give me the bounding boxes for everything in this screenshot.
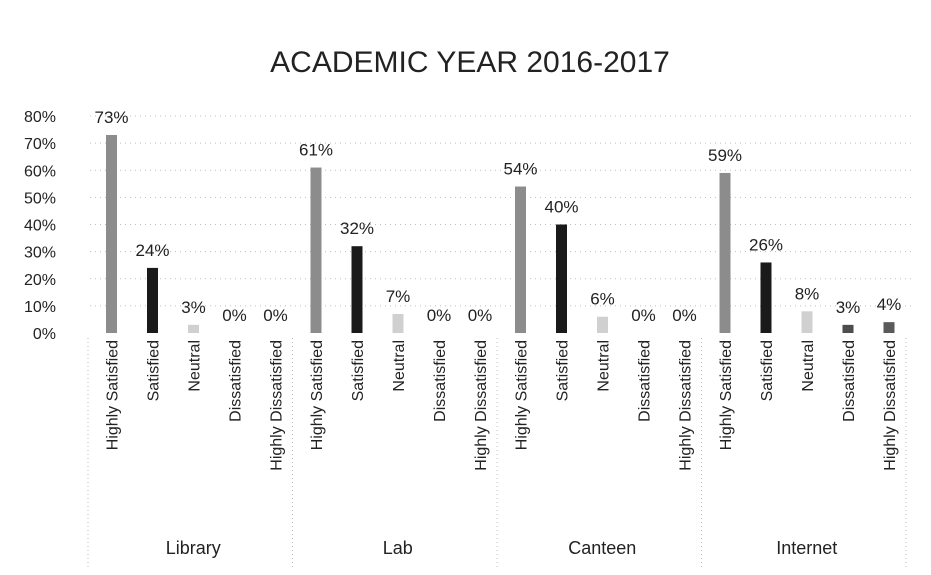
category-label: Highly Dissatisfied	[473, 340, 490, 471]
data-label: 0%	[672, 306, 697, 325]
category-label: Satisfied	[146, 340, 163, 401]
category-label: Highly Satisfied	[718, 340, 735, 450]
group-label-library: Library	[166, 538, 221, 558]
data-label: 73%	[94, 108, 128, 127]
bar-internet-satisfied	[760, 262, 772, 333]
bar-library-neutral	[188, 324, 199, 333]
bar-library-satisfied	[147, 267, 158, 333]
category-label: Highly Satisfied	[514, 340, 531, 450]
category-label: Highly Dissatisfied	[882, 340, 899, 471]
y-tick-label: 20%	[24, 272, 56, 289]
category-label: Highly Dissatisfied	[269, 340, 286, 471]
gridlines	[87, 115, 915, 568]
y-tick-label: 40%	[24, 218, 56, 235]
category-label: Neutral	[596, 340, 613, 392]
category-label: Neutral	[391, 340, 408, 392]
bar-lab-neutral	[392, 314, 404, 333]
data-label: 24%	[135, 241, 169, 260]
data-label: 54%	[503, 160, 537, 179]
bar-lab-satisfied	[351, 246, 363, 333]
data-label: 0%	[468, 306, 493, 325]
group-label-internet: Internet	[776, 538, 837, 558]
bar-canteen-highly-satisfied	[515, 186, 526, 333]
data-label: 26%	[749, 235, 783, 254]
data-label: 3%	[836, 298, 861, 317]
category-label: Neutral	[187, 340, 204, 392]
category-label: Dissatisfied	[841, 340, 858, 422]
y-axis: 0% 10% 20% 30% 40% 50% 60% 70% 80%	[24, 109, 56, 343]
y-tick-label: 60%	[24, 163, 56, 180]
y-tick-label: 30%	[24, 245, 56, 262]
category-label: Highly Dissatisfied	[678, 340, 695, 471]
data-label: 8%	[795, 284, 820, 303]
bar-library-highly-satisfied	[106, 134, 117, 333]
category-label: Dissatisfied	[228, 340, 245, 422]
bar-canteen-neutral	[597, 316, 608, 333]
bar-internet-neutral	[801, 311, 813, 333]
bar-lab-highly-satisfied	[310, 167, 322, 333]
y-tick-label: 50%	[24, 190, 56, 207]
data-label: 40%	[544, 198, 578, 217]
y-tick-label: 0%	[33, 326, 56, 343]
x-axis-groups: Library Lab Canteen Internet	[166, 538, 838, 558]
category-label: Satisfied	[350, 340, 367, 401]
category-label: Neutral	[800, 340, 817, 392]
bar-internet-highly-satisfied	[719, 172, 731, 333]
group-label-canteen: Canteen	[568, 538, 636, 558]
chart-title: ACADEMIC YEAR 2016-2017	[270, 46, 670, 79]
data-label: 0%	[427, 306, 452, 325]
data-label: 0%	[631, 306, 656, 325]
bar-internet-dissatisfied	[842, 324, 854, 333]
y-tick-label: 10%	[24, 299, 56, 316]
category-label: Highly Satisfied	[105, 340, 122, 450]
data-label: 0%	[263, 306, 288, 325]
data-label: 4%	[877, 295, 902, 314]
data-label: 7%	[386, 287, 411, 306]
data-labels: 73% 24% 3% 0% 0% 61% 32% 7% 0% 0% 54% 40% 6% 0% 0% 59% 2…	[94, 108, 901, 325]
bar-internet-highly-dissatisfied	[883, 322, 895, 333]
category-label: Satisfied	[759, 340, 776, 401]
data-label: 61%	[299, 141, 333, 160]
bars	[106, 134, 895, 333]
bar-canteen-satisfied	[556, 224, 567, 333]
data-label: 32%	[340, 219, 374, 238]
data-label: 0%	[222, 306, 247, 325]
category-label: Dissatisfied	[432, 340, 449, 422]
data-label: 3%	[181, 298, 206, 317]
data-label: 59%	[708, 146, 742, 165]
y-tick-label: 80%	[24, 109, 56, 126]
category-label: Dissatisfied	[637, 340, 654, 422]
y-tick-label: 70%	[24, 136, 56, 153]
group-label-lab: Lab	[383, 538, 413, 558]
category-label: Highly Satisfied	[309, 340, 326, 450]
category-label: Satisfied	[555, 340, 572, 401]
x-axis-categories: Highly Satisfied Satisfied Neutral Dissatis…	[105, 340, 900, 471]
data-label: 6%	[590, 290, 615, 309]
